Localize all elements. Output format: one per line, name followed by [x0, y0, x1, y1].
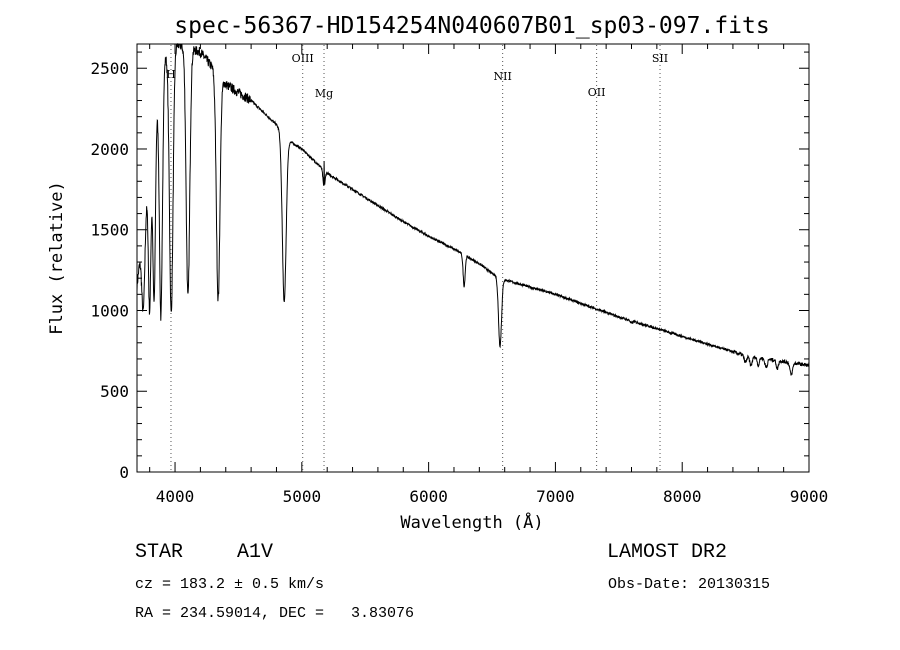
- y-tick-label: 1000: [90, 301, 129, 320]
- line-label-oiii: OIII: [292, 52, 314, 65]
- plot-frame: [136, 43, 810, 473]
- axis-ticks: 4000 5000 6000 7000 8000 9000 0 500 1000 1500 2000…: [90, 44, 828, 506]
- y-tick-label: 0: [119, 463, 129, 482]
- coordinates-text: RA = 234.59014, DEC = 3.83076: [135, 605, 415, 622]
- emission-line-markers: H OIII Mg NII OII SII: [166, 45, 668, 471]
- y-tick-label: 500: [100, 382, 129, 401]
- line-label-nii: NII: [494, 70, 512, 83]
- subclass-label: A1V: [237, 541, 274, 564]
- x-tick-label: 6000: [409, 487, 448, 506]
- y-axis-label: Flux (relative): [47, 181, 67, 335]
- x-tick-label: 7000: [536, 487, 575, 506]
- x-tick-label: 8000: [663, 487, 702, 506]
- survey-label: LAMOST DR2: [607, 541, 728, 564]
- y-tick-label: 2000: [90, 140, 129, 159]
- class-label: STAR: [135, 541, 184, 564]
- obs-date-text: Obs-Date: 20130315: [608, 576, 771, 593]
- line-label-h: H: [166, 68, 176, 81]
- chart-title: spec-56367-HD154254N040607B01_sp03-097.f…: [174, 13, 769, 39]
- x-tick-label: 4000: [156, 487, 195, 506]
- y-tick-label: 2500: [90, 59, 129, 78]
- x-axis-label: Wavelength (Å): [400, 511, 543, 533]
- redshift-text: cz = 183.2 ± 0.5 km/s: [135, 576, 325, 593]
- flux-line: [136, 42, 810, 376]
- x-tick-label: 5000: [283, 487, 322, 506]
- x-tick-label: 9000: [790, 487, 829, 506]
- line-label-oii: OII: [588, 86, 606, 99]
- y-tick-label: 1500: [90, 221, 129, 240]
- line-label-sii: SII: [652, 52, 668, 65]
- line-label-mg: Mg: [315, 87, 333, 100]
